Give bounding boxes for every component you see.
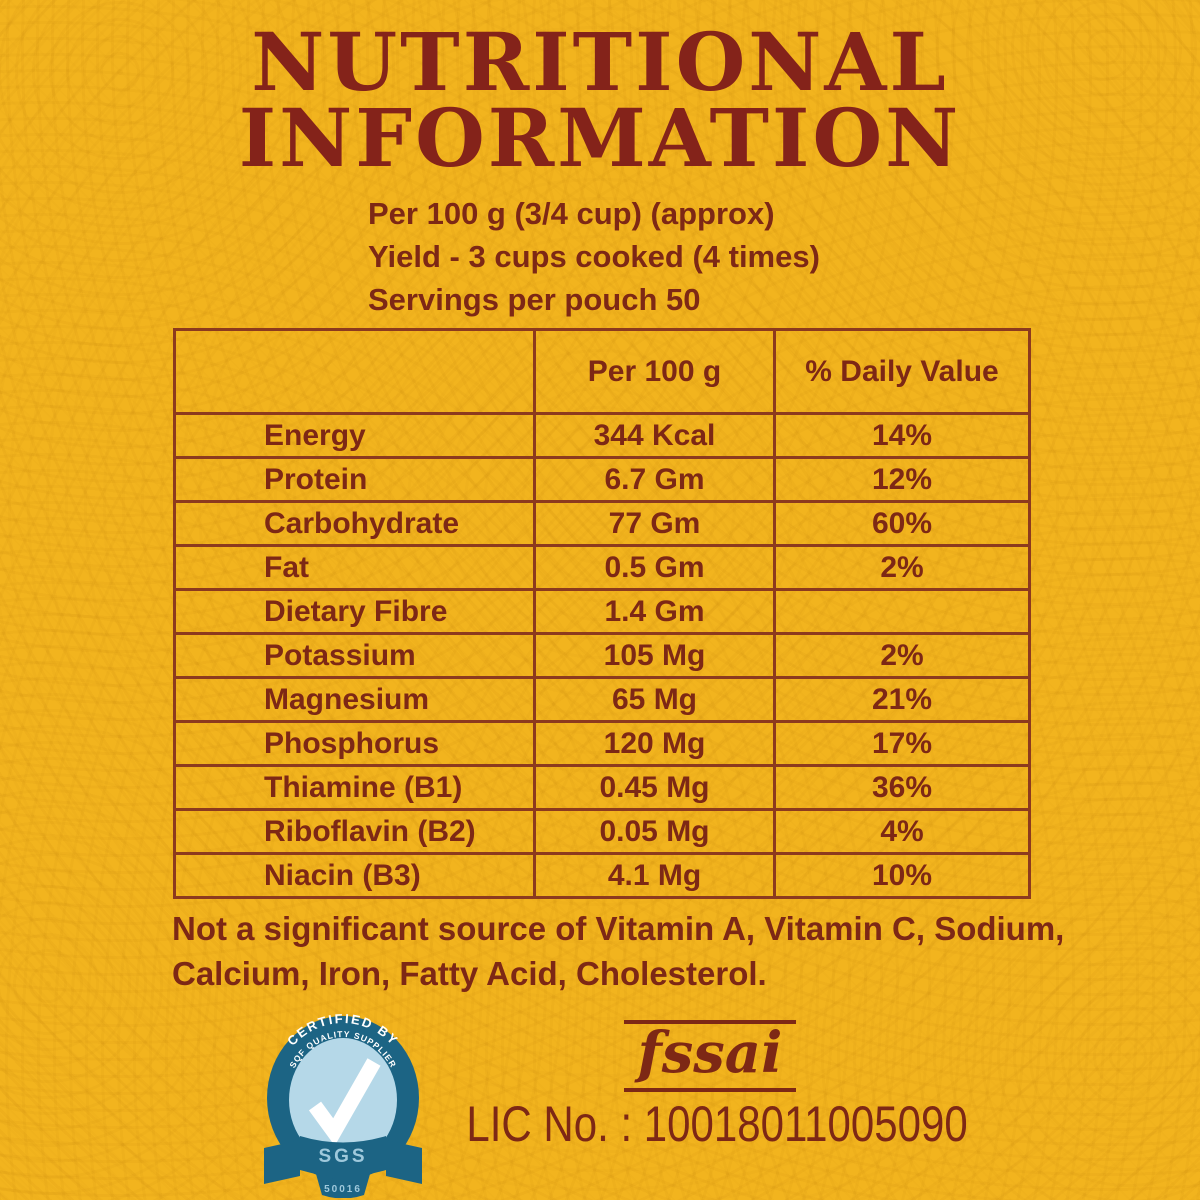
- page-title-line2: INFORMATION: [238, 91, 962, 185]
- daily-value-cell: 36%: [773, 764, 1031, 811]
- table-row: Thiamine (B1) 0.45 Mg 36%: [173, 764, 1031, 811]
- daily-value-column-header: % Daily Value: [773, 328, 1031, 415]
- fssai-logo: fssai: [623, 1020, 797, 1092]
- table-row: Fat 0.5 Gm 2%: [173, 544, 1031, 591]
- nutrient-name-cell: Dietary Fibre: [173, 588, 536, 635]
- daily-value-cell: 2%: [773, 544, 1031, 591]
- nutrient-column-header: [173, 328, 536, 415]
- per-100g-cell: 120 Mg: [533, 720, 776, 767]
- badge-sgs-text: SGS: [318, 1146, 367, 1167]
- per-100g-cell: 0.45 Mg: [533, 764, 776, 811]
- per-100g-column-header: Per 100 g: [533, 328, 776, 415]
- servings-per-pouch-line: Servings per pouch 50: [368, 282, 701, 317]
- nutrient-name-cell: Potassium: [173, 632, 536, 679]
- ribbon-lower-tab: [316, 1174, 370, 1198]
- table-row: Magnesium 65 Mg 21%: [173, 676, 1031, 723]
- daily-value-cell: 12%: [773, 456, 1031, 503]
- serving-size-line: Per 100 g (3/4 cup) (approx): [368, 196, 775, 231]
- table-row: Dietary Fibre 1.4 Gm: [173, 588, 1031, 635]
- nutrient-name-cell: Phosphorus: [173, 720, 536, 767]
- nutrition-table: Per 100 g % Daily Value Energy 344 Kcal …: [173, 328, 1031, 899]
- checkmark-icon: [308, 1058, 381, 1146]
- per-100g-cell: 105 Mg: [533, 632, 776, 679]
- nutrition-table-body: Energy 344 Kcal 14% Protein 6.7 Gm 12% C…: [173, 412, 1031, 899]
- daily-value-cell: 2%: [773, 632, 1031, 679]
- badge-number-text: 50016: [324, 1184, 362, 1195]
- per-100g-cell: 0.5 Gm: [533, 544, 776, 591]
- daily-value-cell: 10%: [773, 852, 1031, 899]
- ribbon-right-wing: [386, 1140, 422, 1184]
- nutrient-name-cell: Carbohydrate: [173, 500, 536, 547]
- fssai-section: fssai LIC No. : 10018011005090: [420, 1020, 1000, 1153]
- per-100g-cell: 344 Kcal: [533, 412, 776, 459]
- footnote-line1: Not a significant source of Vitamin A, V…: [172, 910, 1065, 947]
- footnote: Not a significant source of Vitamin A, V…: [172, 906, 1112, 996]
- nutrient-name-cell: Energy: [173, 412, 536, 459]
- table-row: Protein 6.7 Gm 12%: [173, 456, 1031, 503]
- table-row: Niacin (B3) 4.1 Mg 10%: [173, 852, 1031, 899]
- ribbon-center-band: [300, 1136, 386, 1177]
- serving-info: Per 100 g (3/4 cup) (approx) Yield - 3 c…: [368, 192, 820, 321]
- daily-value-cell: 4%: [773, 808, 1031, 855]
- nutrient-name-cell: Thiamine (B1): [173, 764, 536, 811]
- table-row: Energy 344 Kcal 14%: [173, 412, 1031, 459]
- table-row: Riboflavin (B2) 0.05 Mg 4%: [173, 808, 1031, 855]
- per-100g-cell: 1.4 Gm: [533, 588, 776, 635]
- daily-value-cell: 17%: [773, 720, 1031, 767]
- table-row: Potassium 105 Mg 2%: [173, 632, 1031, 679]
- daily-value-cell: [773, 588, 1031, 635]
- per-100g-cell: 77 Gm: [533, 500, 776, 547]
- daily-value-cell: 14%: [773, 412, 1031, 459]
- yield-line: Yield - 3 cups cooked (4 times): [368, 239, 820, 274]
- nutrient-name-cell: Magnesium: [173, 676, 536, 723]
- daily-value-cell: 60%: [773, 500, 1031, 547]
- per-100g-cell: 0.05 Mg: [533, 808, 776, 855]
- nutrient-name-cell: Fat: [173, 544, 536, 591]
- daily-value-cell: 21%: [773, 676, 1031, 723]
- page-title-line1: NUTRITIONAL: [251, 15, 949, 109]
- table-row: Phosphorus 120 Mg 17%: [173, 720, 1031, 767]
- footnote-line2: Calcium, Iron, Fatty Acid, Cholesterol.: [172, 955, 767, 992]
- table-row: Carbohydrate 77 Gm 60%: [173, 500, 1031, 547]
- sgs-certification-badge: CERTIFIED BY SQF QUALITY SUPPLIER SGS 50…: [264, 1011, 422, 1198]
- nutrient-name-cell: Niacin (B3): [173, 852, 536, 899]
- page-title: NUTRITIONAL INFORMATION: [0, 15, 1200, 185]
- per-100g-cell: 4.1 Mg: [533, 852, 776, 899]
- per-100g-cell: 65 Mg: [533, 676, 776, 723]
- per-100g-cell: 6.7 Gm: [533, 456, 776, 503]
- nutrient-name-cell: Protein: [173, 456, 536, 503]
- fssai-license-number: LIC No. : 10018011005090: [466, 1096, 968, 1152]
- nutrient-name-cell: Riboflavin (B2): [173, 808, 536, 855]
- table-header-row: Per 100 g % Daily Value: [173, 328, 1031, 415]
- ribbon-left-wing: [264, 1140, 300, 1184]
